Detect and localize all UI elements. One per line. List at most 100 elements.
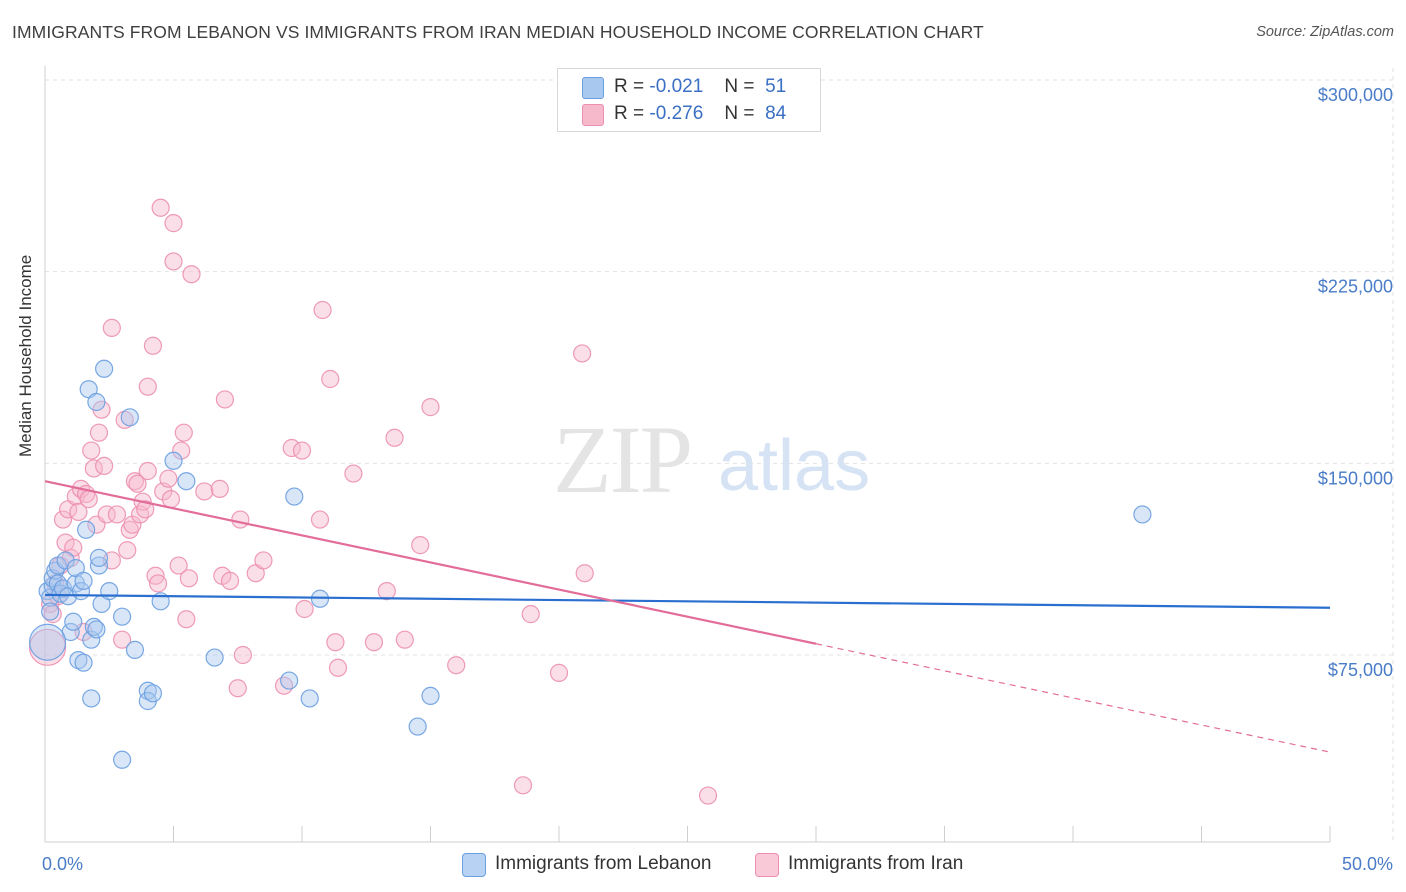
data-point-iran: [313, 300, 332, 320]
data-point-iran: [164, 214, 183, 233]
axes: [44, 66, 1331, 843]
data-point-iran: [164, 252, 183, 271]
legend-swatch-lebanon: [582, 77, 604, 99]
data-point-lebanon: [1133, 505, 1152, 524]
data-point-lebanon: [89, 548, 109, 567]
data-point-lebanon: [164, 451, 183, 470]
data-point-iran: [344, 464, 363, 483]
legend-label-lebanon: Immigrants from Lebanon: [495, 853, 712, 874]
legend-n-value: 84: [765, 103, 787, 124]
trend-line-lebanon: [44, 593, 1331, 609]
data-point-iran: [447, 656, 466, 675]
legend-label-iran: Immigrants from Iran: [788, 853, 964, 874]
legend-swatch-lebanon: [462, 853, 486, 877]
data-point-iran: [148, 574, 168, 593]
data-point-iran: [220, 571, 240, 590]
data-point-iran: [95, 456, 114, 475]
data-point-iran: [231, 510, 250, 529]
y-tick-label: $75,000: [1328, 660, 1393, 680]
data-point-iran: [138, 461, 157, 481]
watermark: ZIP atlas: [553, 406, 870, 513]
data-point-iran: [377, 582, 396, 601]
y-tick-label: $300,000: [1318, 85, 1393, 105]
data-point-iran: [575, 564, 594, 583]
data-point-iran: [82, 441, 101, 460]
trend-line-iran-extrapolated: [815, 643, 1331, 753]
legend-n-label: N =: [724, 76, 755, 97]
data-point-lebanon: [205, 648, 224, 667]
data-point-iran: [310, 510, 330, 529]
data-point-lebanon: [77, 520, 96, 539]
legend-swatch-iran: [755, 853, 779, 877]
data-point-iran: [174, 423, 193, 442]
x-tick-label-min: 0.0%: [42, 854, 83, 874]
gridlines: [45, 68, 1394, 842]
chart-title: IMMIGRANTS FROM LEBANON VS IMMIGRANTS FR…: [12, 22, 984, 42]
data-point-iran: [102, 318, 121, 337]
data-point-iran: [120, 520, 139, 539]
watermark-atlas: atlas: [718, 426, 870, 506]
data-point-iran: [233, 645, 252, 665]
legend-r-label: R =: [614, 76, 645, 97]
y-tick-label: $225,000: [1318, 277, 1393, 297]
data-point-iran: [107, 505, 127, 524]
data-point-lebanon: [82, 689, 101, 708]
data-point-iran: [172, 441, 191, 460]
data-point-lebanon: [95, 359, 114, 378]
data-point-iran: [136, 500, 155, 519]
data-point-lebanon: [87, 392, 106, 412]
legend-swatch-iran: [582, 104, 604, 126]
data-point-iran: [549, 663, 569, 682]
data-point-iran: [328, 658, 348, 677]
data-point-iran: [395, 630, 414, 649]
data-point-iran: [161, 490, 181, 509]
data-point-lebanon: [56, 551, 75, 570]
data-point-lebanon: [74, 571, 93, 590]
data-point-lebanon: [421, 686, 440, 705]
data-point-iran: [159, 469, 178, 488]
data-point-iran: [179, 569, 199, 588]
data-point-iran: [292, 441, 312, 460]
data-point-iran: [215, 390, 234, 409]
data-point-iran: [573, 344, 592, 363]
data-point-iran: [138, 377, 157, 396]
data-point-iran: [254, 551, 273, 570]
data-point-lebanon: [112, 750, 132, 769]
data-point-iran: [698, 786, 718, 805]
legend-r-value: -0.021: [649, 76, 704, 97]
data-point-iran: [177, 610, 196, 629]
data-point-iran: [182, 265, 201, 284]
data-point-iran: [326, 633, 345, 652]
data-point-lebanon: [41, 588, 60, 607]
data-point-lebanon: [74, 653, 93, 672]
correlation-legend: R = -0.021 N = 51 R = -0.276 N = 84: [557, 68, 821, 132]
data-point-iran: [128, 474, 147, 493]
data-point-lebanon: [28, 623, 67, 661]
data-point-lebanon: [280, 671, 299, 690]
data-point-lebanon: [84, 617, 103, 636]
data-point-iran: [210, 479, 229, 498]
data-point-iran: [97, 505, 116, 524]
data-point-iran: [143, 336, 163, 355]
series-iran-points: [28, 198, 718, 805]
data-point-lebanon: [408, 717, 427, 736]
data-point-lebanon: [112, 607, 132, 626]
data-point-lebanon: [143, 684, 163, 703]
data-point-iran: [69, 502, 88, 521]
trend-line-iran: [44, 480, 817, 645]
data-point-iran: [115, 410, 134, 429]
data-point-iran: [28, 628, 67, 666]
data-point-iran: [421, 398, 440, 417]
data-point-iran: [411, 536, 430, 555]
data-point-iran: [123, 515, 142, 534]
data-point-iran: [112, 630, 132, 649]
data-point-iran: [295, 599, 314, 619]
y-tick-label: $150,000: [1318, 468, 1393, 488]
data-point-iran: [228, 679, 247, 698]
source-label: Source: ZipAtlas.com: [1256, 24, 1394, 40]
watermark-zip: ZIP: [553, 406, 691, 513]
y-tick-labels: $75,000 $150,000 $225,000 $300,000: [1318, 85, 1393, 680]
data-point-iran: [195, 482, 214, 501]
data-point-lebanon: [177, 472, 196, 491]
